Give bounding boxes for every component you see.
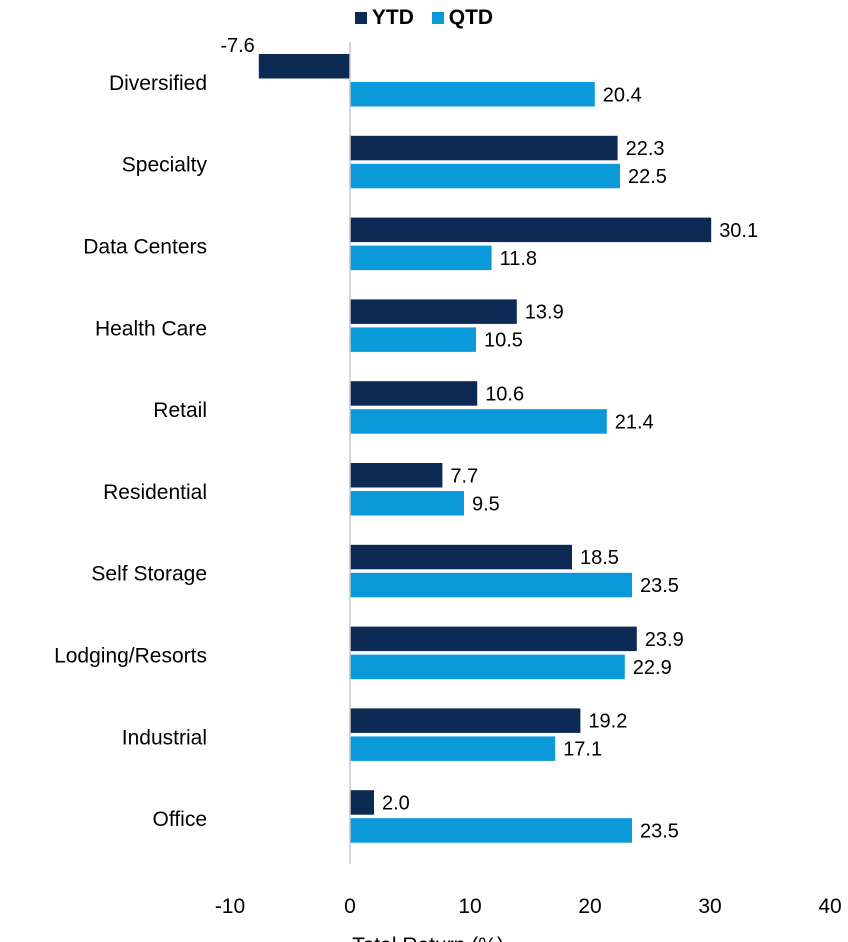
x-tick-label: 20 [578, 895, 601, 918]
category-label-residential: Residential [103, 481, 207, 504]
category-label-lodging-resorts: Lodging/Resorts [54, 645, 207, 668]
category-label-specialty: Specialty [122, 154, 208, 177]
legend-item-ytd: YTD [354, 6, 414, 30]
data-label-ytd-data-centers: 30.1 [719, 220, 758, 242]
x-tick-label: 0 [344, 895, 356, 918]
category-label-self-storage: Self Storage [91, 563, 207, 586]
chart-legend: YTD QTD [0, 6, 848, 30]
x-tick-label: 40 [818, 895, 841, 918]
bar-ytd-industrial [350, 708, 581, 733]
data-label-ytd-lodging-resorts: 23.9 [645, 629, 684, 651]
bar-ytd-data-centers [350, 217, 712, 243]
bar-qtd-health-care [350, 327, 476, 352]
data-label-ytd-retail: 10.6 [485, 383, 524, 405]
category-label-data-centers: Data Centers [83, 236, 207, 259]
bar-qtd-industrial [350, 736, 556, 761]
bar-ytd-lodging-resorts [350, 626, 637, 652]
data-label-qtd-lodging-resorts: 22.9 [633, 657, 672, 679]
x-tick-label: -10 [215, 895, 245, 918]
data-label-qtd-residential: 9.5 [472, 493, 500, 515]
data-label-qtd-office: 23.5 [640, 820, 679, 842]
category-label-health-care: Health Care [95, 317, 207, 340]
data-label-ytd-health-care: 13.9 [525, 302, 564, 324]
bar-ytd-diversified [258, 54, 350, 79]
data-label-qtd-industrial: 17.1 [563, 739, 602, 761]
data-label-qtd-health-care: 10.5 [484, 330, 523, 352]
bar-qtd-data-centers [350, 245, 492, 271]
legend-item-qtd: QTD [431, 6, 494, 30]
category-label-office: Office [153, 808, 207, 831]
bar-qtd-retail [350, 409, 607, 434]
legend-swatch-qtd [431, 12, 444, 24]
data-label-qtd-self-storage: 23.5 [640, 575, 679, 597]
bar-ytd-specialty [350, 135, 618, 161]
bar-qtd-office [350, 818, 632, 843]
data-label-qtd-specialty: 22.5 [628, 166, 667, 188]
data-label-ytd-self-storage: 18.5 [580, 547, 619, 569]
x-tick-label: 10 [458, 895, 481, 918]
bar-qtd-self-storage [350, 572, 632, 598]
bar-qtd-specialty [350, 163, 620, 189]
bar-qtd-residential [350, 491, 464, 516]
legend-label-qtd: QTD [448, 6, 494, 29]
data-label-qtd-data-centers: 11.8 [500, 248, 537, 270]
data-label-ytd-office: 2.0 [382, 792, 410, 814]
bar-ytd-retail [350, 381, 478, 406]
data-label-ytd-diversified: -7.6 [220, 35, 254, 57]
bar-ytd-residential [350, 463, 443, 488]
category-label-industrial: Industrial [122, 726, 207, 749]
x-axis-title: Total Return (%) [352, 934, 504, 942]
data-label-ytd-residential: 7.7 [450, 465, 478, 487]
legend-label-ytd: YTD [371, 6, 414, 29]
bar-ytd-self-storage [350, 544, 572, 570]
bar-qtd-diversified [350, 82, 595, 107]
category-label-diversified: Diversified [109, 72, 207, 95]
bar-qtd-lodging-resorts [350, 654, 625, 680]
x-tick-label: 30 [698, 895, 721, 918]
data-label-ytd-specialty: 22.3 [626, 138, 665, 160]
bar-ytd-health-care [350, 299, 517, 324]
bar-ytd-office [350, 790, 374, 815]
category-label-retail: Retail [153, 399, 207, 422]
legend-swatch-ytd [354, 12, 367, 24]
data-label-qtd-retail: 21.4 [615, 411, 654, 433]
data-label-ytd-industrial: 19.2 [588, 711, 627, 733]
data-label-qtd-diversified: 20.4 [603, 84, 642, 106]
